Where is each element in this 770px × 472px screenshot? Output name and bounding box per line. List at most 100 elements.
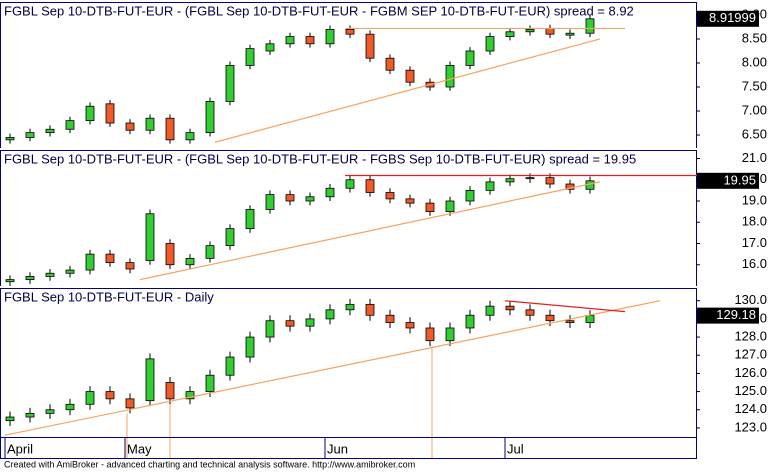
candle-body: [285, 194, 295, 202]
candle-body: [65, 269, 75, 274]
candle-body: [165, 243, 175, 266]
candle-body: [5, 279, 15, 283]
x-tick-label: May: [127, 441, 152, 456]
candle-body: [25, 276, 35, 281]
candle-body: [225, 228, 235, 247]
candle-body: [345, 179, 355, 189]
candle-body: [465, 314, 475, 329]
x-tick-label: Jun: [327, 441, 348, 456]
candle-body: [445, 327, 455, 342]
pane: 123.0124.0125.0126.0127.0128.0129.0130.0…: [0, 288, 767, 437]
candle-body: [545, 28, 555, 35]
candle-body: [305, 36, 315, 45]
candle-body: [45, 409, 55, 414]
candle-body: [405, 69, 415, 83]
candle-body: [285, 320, 295, 327]
candle-body: [5, 416, 15, 422]
candle-body: [205, 101, 215, 134]
candle-body: [205, 245, 215, 259]
candle-body: [245, 336, 255, 358]
candle-body: [465, 50, 475, 66]
pane: 6.507.007.508.008.509.00FGBL Sep 10-DTB-…: [0, 2, 767, 148]
candle-body: [125, 122, 135, 131]
y-tick-label: 127.0: [734, 347, 767, 362]
trend-line: [139, 181, 601, 281]
candle-body: [85, 105, 95, 122]
y-tick-label: 7.50: [742, 78, 767, 93]
trend-line: [504, 300, 626, 313]
candle-body: [105, 391, 115, 400]
candle-body: [425, 327, 435, 342]
x-tick-label: April: [7, 441, 33, 456]
candle-body: [225, 64, 235, 102]
candle-body: [245, 48, 255, 66]
candle-body: [525, 177, 535, 180]
last-value-box: [697, 10, 759, 27]
pane-frame: [0, 150, 697, 286]
candle-body: [225, 356, 235, 376]
candle-body: [45, 128, 55, 134]
candle-body: [465, 189, 475, 202]
candle-body: [505, 31, 515, 37]
y-tick-label: 130.0: [734, 292, 767, 307]
candle-body: [25, 132, 35, 138]
candle-body: [265, 194, 275, 210]
candle-body: [105, 103, 115, 124]
y-tick-label: 124.0: [734, 401, 767, 416]
candle-body: [485, 36, 495, 52]
candle-body: [545, 314, 555, 322]
candle-body: [85, 391, 95, 405]
candle-body: [445, 200, 455, 213]
pane-title: FGBL Sep 10-DTB-FUT-EUR - (FGBL Sep 10-D…: [4, 151, 636, 166]
candle-body: [25, 412, 35, 418]
candle-body: [565, 183, 575, 190]
last-value-label: 129.18: [716, 307, 756, 322]
y-tick-label: 7.00: [742, 102, 767, 117]
y-tick-label: 19.0: [742, 192, 767, 207]
candle-body: [585, 315, 595, 323]
candle-body: [265, 43, 275, 52]
candle-body: [565, 320, 575, 323]
candle-body: [505, 305, 515, 311]
candle-body: [245, 209, 255, 230]
candle-body: [385, 57, 395, 71]
candle-body: [145, 213, 155, 261]
candle-body: [365, 33, 375, 59]
y-tick-label: 21.0: [742, 150, 767, 165]
y-tick-label: 18.0: [742, 214, 767, 229]
y-tick-label: 16.0: [742, 256, 767, 271]
pane-title: FGBL Sep 10-DTB-FUT-EUR - (FGBL Sep 10-D…: [4, 3, 634, 18]
candle-body: [405, 322, 415, 329]
candle-body: [505, 178, 515, 183]
candle-body: [85, 253, 95, 271]
candle-body: [65, 120, 75, 130]
candle-body: [365, 303, 375, 316]
candle-body: [185, 391, 195, 400]
candle-body: [525, 309, 535, 316]
candle-body: [365, 179, 375, 193]
candle-body: [145, 117, 155, 131]
candle-body: [385, 192, 395, 200]
y-tick-label: 126.0: [734, 365, 767, 380]
candle-body: [325, 309, 335, 320]
candle-body: [165, 382, 175, 400]
candle-body: [185, 257, 195, 266]
x-axis-frame: [0, 437, 697, 459]
footer: Created with AmiBroker - advanced charti…: [4, 459, 415, 469]
candle-body: [325, 28, 335, 45]
candle-body: [205, 374, 215, 392]
candle-body: [185, 132, 195, 141]
pane-frame: [0, 288, 697, 437]
candle-body: [325, 187, 335, 198]
candle-body: [485, 305, 495, 316]
last-value-label: 19.95: [723, 172, 756, 187]
y-tick-label: 8.00: [742, 54, 767, 69]
candle-body: [585, 18, 595, 34]
candle-body: [385, 314, 395, 323]
y-tick-label: 6.50: [742, 126, 767, 141]
last-value-box: [697, 307, 759, 324]
x-tick-label: Jul: [507, 441, 524, 456]
